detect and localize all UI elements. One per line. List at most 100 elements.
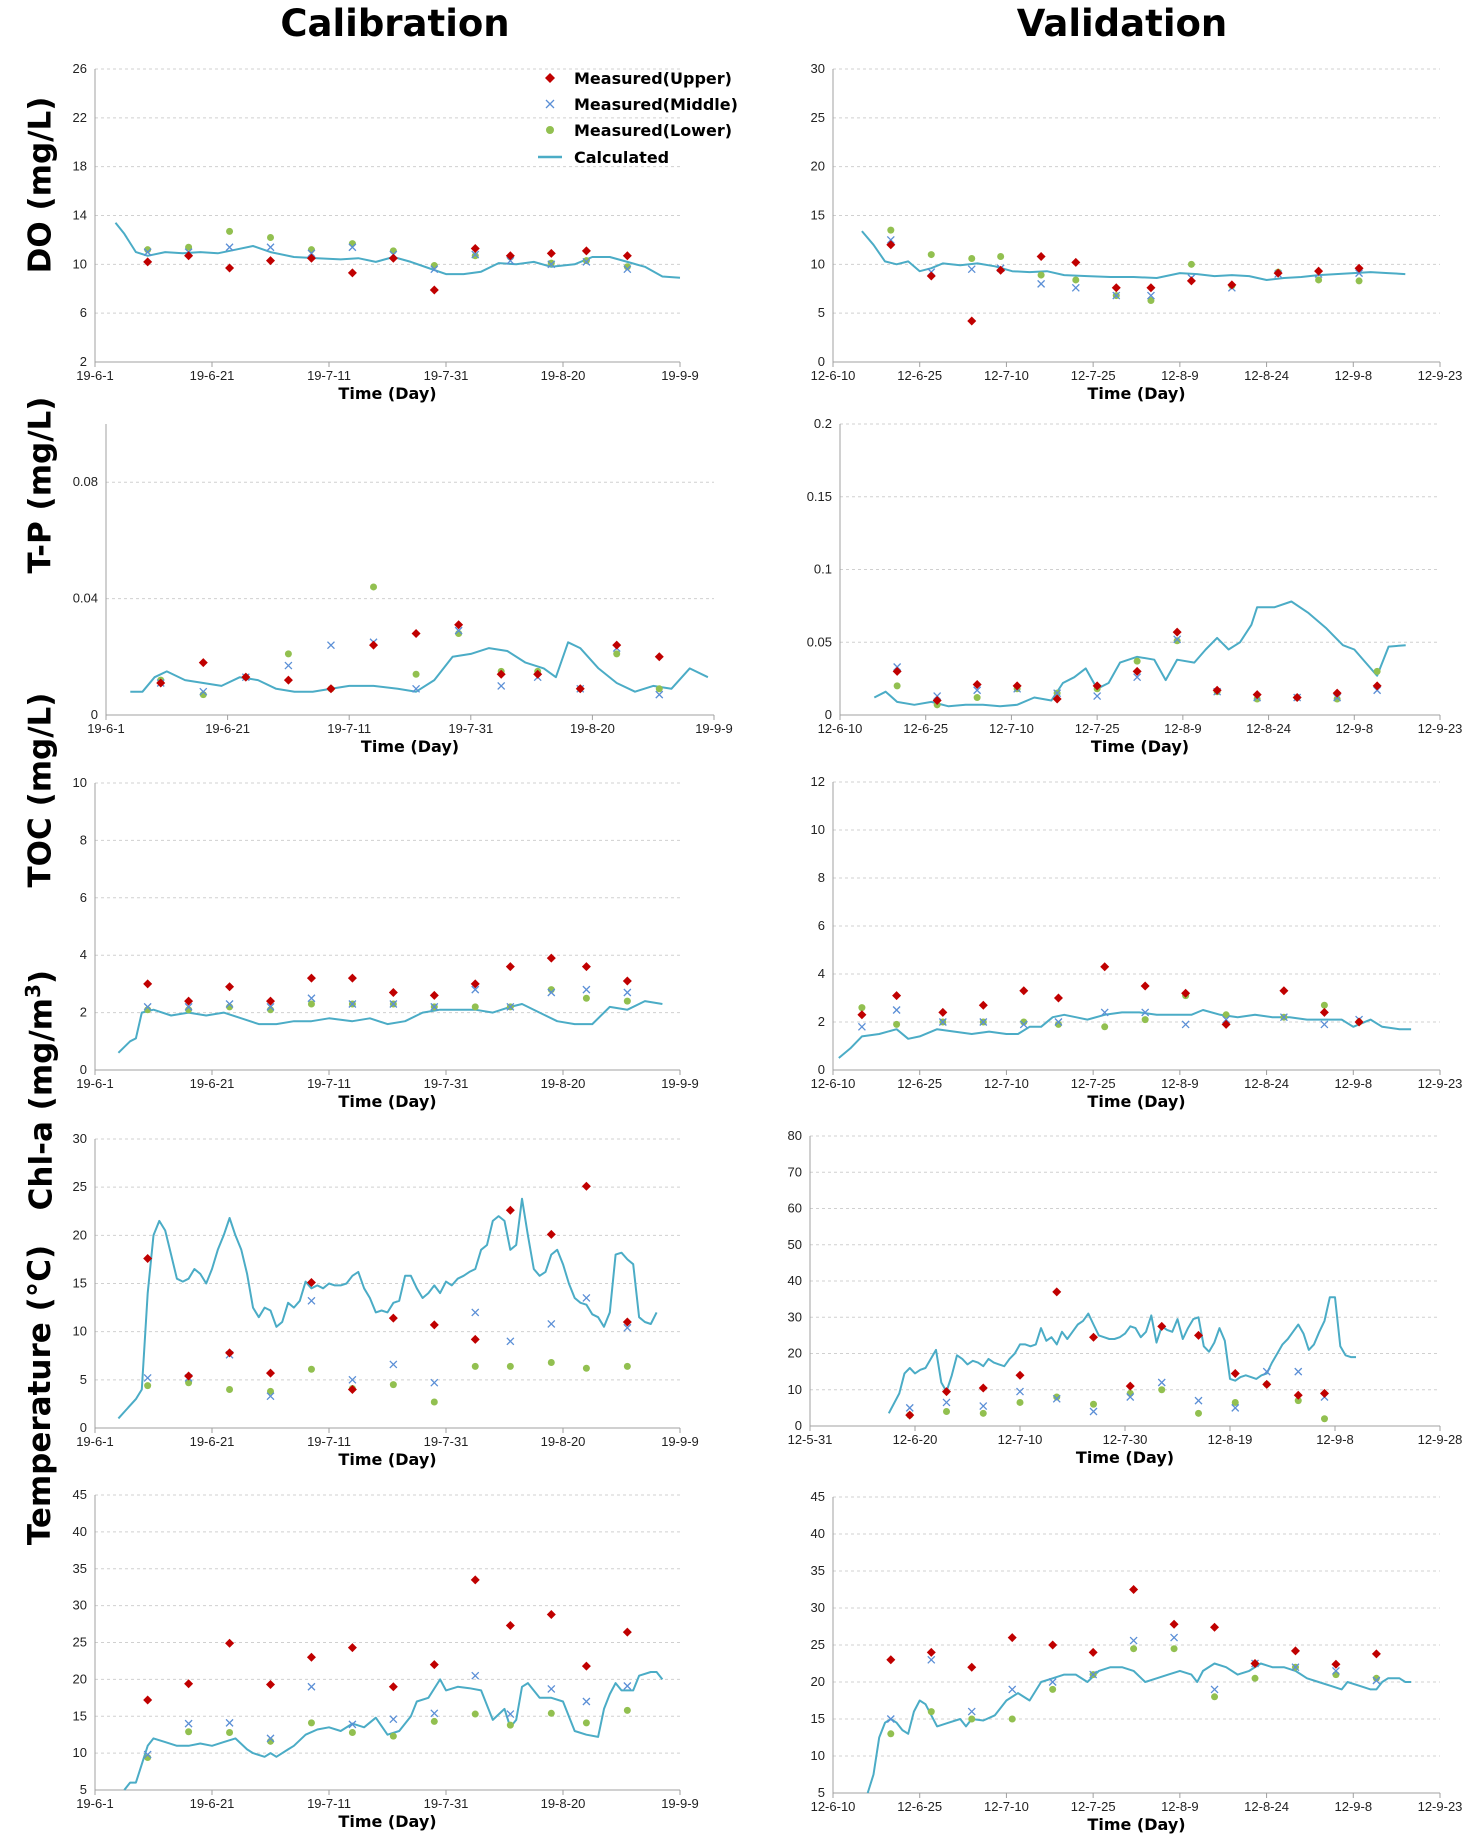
calculated-series-line <box>130 641 709 693</box>
calculated-series-line <box>117 1197 658 1420</box>
lower-point <box>1101 1023 1109 1031</box>
x-tick-label: 19-9-9 <box>695 721 733 736</box>
x-tick-label: 12-8-9 <box>1164 721 1202 736</box>
upper-point <box>1292 693 1302 703</box>
lower-point <box>430 262 438 270</box>
lower-point <box>267 1387 274 1395</box>
middle-point <box>471 985 480 994</box>
x-axis-title: Time (Day) <box>1087 1092 1185 1111</box>
upper-point <box>1319 1007 1329 1017</box>
upper-point <box>143 1253 153 1263</box>
upper-point <box>1227 280 1237 290</box>
middle-point <box>655 690 664 699</box>
upper-point <box>996 265 1006 275</box>
y-tick-label: 70 <box>788 1164 802 1179</box>
lower-point <box>430 1717 438 1725</box>
upper-point <box>1088 1647 1098 1657</box>
middle-point <box>1146 291 1155 300</box>
upper-point <box>932 695 942 705</box>
middle-point <box>184 1002 193 1011</box>
lower-point <box>1020 1018 1028 1026</box>
x-axis-title: Time (Day) <box>1087 1815 1185 1834</box>
middle-point <box>143 1002 152 1011</box>
upper-point <box>1015 1370 1025 1380</box>
middle-point <box>307 249 316 258</box>
upper-point <box>1181 988 1191 998</box>
x-axis-title: Time (Day) <box>1087 384 1185 403</box>
middle-point <box>506 1337 515 1346</box>
x-tick-label: 19-7-31 <box>424 1434 469 1449</box>
x-tick-label: 12-7-25 <box>1071 1076 1116 1091</box>
lower-point <box>623 1706 631 1714</box>
x-tick-label: 19-8-20 <box>570 721 615 736</box>
y-tick-label: 20 <box>811 159 825 174</box>
lower-point <box>348 240 356 248</box>
upper-point <box>1314 266 1324 276</box>
y-tick-label: 35 <box>73 1561 87 1576</box>
middle-point <box>430 1709 439 1718</box>
upper-point <box>326 684 336 694</box>
lower-point <box>1372 1674 1380 1682</box>
upper-point <box>1052 694 1062 704</box>
middle-point <box>938 1018 947 1026</box>
middle-point <box>284 661 293 670</box>
x-tick-label: 19-9-9 <box>661 1434 699 1449</box>
lower-point <box>1321 1415 1328 1423</box>
lower-point <box>1173 637 1181 645</box>
middle-point <box>927 1655 936 1664</box>
upper-point <box>654 652 664 662</box>
lower-point <box>348 1728 356 1736</box>
x-tick-label: 12-8-24 <box>1246 721 1291 736</box>
upper-point <box>143 1695 153 1705</box>
middle-point <box>225 1000 234 1008</box>
x-tick-label: 19-8-20 <box>541 1434 586 1449</box>
y-tick-label: 2 <box>818 1014 825 1029</box>
y-tick-label: 5 <box>80 1782 87 1797</box>
upper-point <box>1012 681 1022 691</box>
x-tick-label: 12-9-23 <box>1418 368 1463 383</box>
middle-point <box>547 1320 556 1328</box>
legend-middle-marker <box>545 99 555 109</box>
middle-point <box>1372 1676 1381 1685</box>
lower-point <box>927 1708 935 1716</box>
upper-point <box>1125 1381 1135 1391</box>
y-tick-label: 30 <box>73 1598 87 1613</box>
upper-point <box>184 1679 194 1689</box>
x-tick-label: 19-7-31 <box>424 1796 469 1811</box>
x-tick-label: 12-7-25 <box>1075 721 1120 736</box>
lower-point <box>887 226 895 234</box>
chart-do-val: 0 5 10 15 20 25 30 12-6-10 12-6-25 12-7-10 12-7-25… <box>811 61 1463 403</box>
upper-point <box>1230 1368 1240 1378</box>
upper-point <box>1293 1390 1303 1400</box>
middle-point <box>886 235 895 244</box>
y-tick-label: 6 <box>818 918 825 933</box>
upper-point <box>429 990 439 1000</box>
middle-point <box>327 641 335 650</box>
upper-point <box>184 996 194 1006</box>
y-tick-label: 0.2 <box>814 416 832 431</box>
upper-point <box>184 251 194 261</box>
middle-point <box>225 1718 234 1727</box>
x-tick-label: 19-6-21 <box>190 368 235 383</box>
y-tick-label: 0.1 <box>814 562 832 577</box>
lower-point <box>226 227 234 235</box>
middle-point <box>1291 1663 1300 1672</box>
middle-point <box>547 988 556 997</box>
x-tick-label: 19-7-31 <box>424 1076 469 1091</box>
calibration-title: Calibration <box>280 2 510 45</box>
y-tick-label: 5 <box>80 1372 87 1387</box>
y-tick-label: 15 <box>811 1711 825 1726</box>
upper-point <box>1371 1649 1381 1659</box>
y-tick-label: 0 <box>795 1418 802 1433</box>
middle-point <box>967 265 976 274</box>
y-tick-label: 12 <box>811 774 825 789</box>
upper-point <box>1332 688 1342 698</box>
upper-point <box>347 1384 357 1394</box>
middle-point <box>547 260 556 269</box>
middle-point <box>1279 1013 1288 1022</box>
upper-point <box>1372 681 1382 691</box>
lower-point <box>307 1365 315 1373</box>
y-tick-label: 30 <box>811 61 825 76</box>
x-tick-label: 19-8-20 <box>541 1796 586 1811</box>
upper-point <box>470 1575 480 1585</box>
